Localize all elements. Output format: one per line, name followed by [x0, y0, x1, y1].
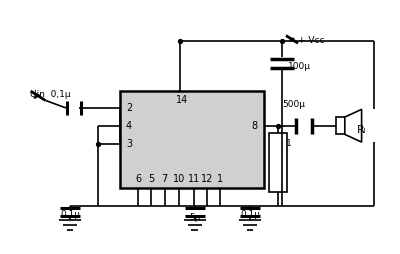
Text: 11: 11 [188, 174, 200, 184]
Text: 6: 6 [135, 174, 141, 184]
Text: Rₗ: Rₗ [357, 124, 367, 135]
Text: 7: 7 [162, 174, 168, 184]
Text: 3: 3 [126, 138, 132, 149]
Text: 5: 5 [148, 174, 154, 184]
Polygon shape [345, 109, 362, 142]
Text: + Vcc: + Vcc [298, 36, 324, 45]
Text: 4: 4 [126, 121, 132, 131]
Text: 1: 1 [217, 174, 223, 184]
Text: 0,1μ: 0,1μ [60, 210, 80, 219]
Text: 2: 2 [126, 103, 132, 113]
Text: 500μ: 500μ [282, 100, 306, 109]
Text: 14: 14 [176, 95, 188, 105]
Text: 0,1μ: 0,1μ [240, 210, 260, 219]
Text: 1: 1 [286, 139, 292, 148]
Text: 100μ: 100μ [288, 61, 311, 71]
Text: Uin  0,1μ: Uin 0,1μ [30, 90, 71, 99]
Bar [120, 91, 264, 188]
Bar [336, 117, 345, 134]
Text: 12: 12 [201, 174, 213, 184]
Text: 8: 8 [252, 121, 258, 131]
Bar [269, 133, 287, 192]
Text: 10: 10 [173, 174, 185, 184]
Text: 5μ: 5μ [189, 213, 200, 222]
